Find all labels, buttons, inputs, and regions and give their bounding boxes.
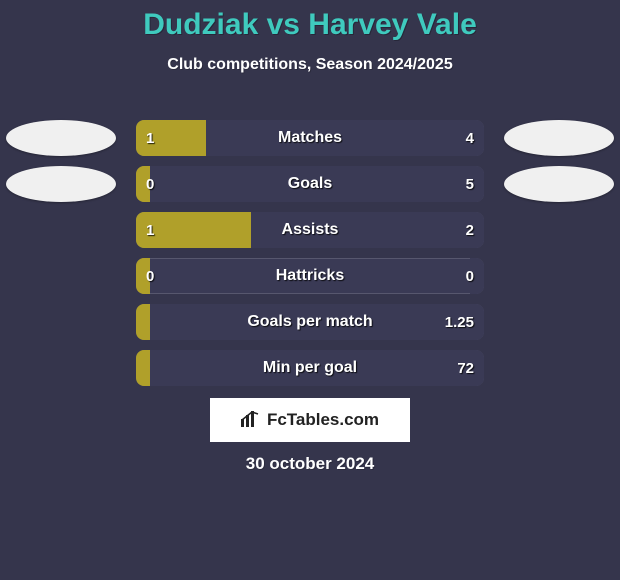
player-right-avatar: [504, 166, 614, 202]
chart-icon: [241, 409, 261, 432]
player-left-avatar: [6, 120, 116, 156]
stat-bar: 1.25Goals per match: [136, 304, 484, 340]
stat-bar: 12Assists: [136, 212, 484, 248]
stat-label: Goals: [136, 166, 484, 202]
page-title: Dudziak vs Harvey Vale: [0, 0, 620, 42]
player-left-avatar: [6, 166, 116, 202]
stat-row: 00Hattricks: [0, 258, 620, 294]
stat-row: 14Matches: [0, 120, 620, 156]
comparison-card: Dudziak vs Harvey Vale Club competitions…: [0, 0, 620, 580]
stat-bar: 14Matches: [136, 120, 484, 156]
stat-row: 72Min per goal: [0, 350, 620, 386]
stat-label: Matches: [136, 120, 484, 156]
stat-bar: 00Hattricks: [136, 258, 484, 294]
logo-text: FcTables.com: [267, 410, 379, 430]
stat-row: 05Goals: [0, 166, 620, 202]
stat-label: Hattricks: [136, 258, 484, 294]
stat-label: Goals per match: [136, 304, 484, 340]
stat-bar: 05Goals: [136, 166, 484, 202]
stats-container: 14Matches 05Goals 12Assists 00Hattricks 1.25…: [0, 120, 620, 396]
date-label: 30 october 2024: [0, 454, 620, 474]
logo-badge: FcTables.com: [210, 398, 410, 442]
stat-row: 12Assists: [0, 212, 620, 248]
page-subtitle: Club competitions, Season 2024/2025: [0, 56, 620, 74]
stat-label: Min per goal: [136, 350, 484, 386]
player-right-avatar: [504, 120, 614, 156]
stat-row: 1.25Goals per match: [0, 304, 620, 340]
stat-bar: 72Min per goal: [136, 350, 484, 386]
stat-label: Assists: [136, 212, 484, 248]
